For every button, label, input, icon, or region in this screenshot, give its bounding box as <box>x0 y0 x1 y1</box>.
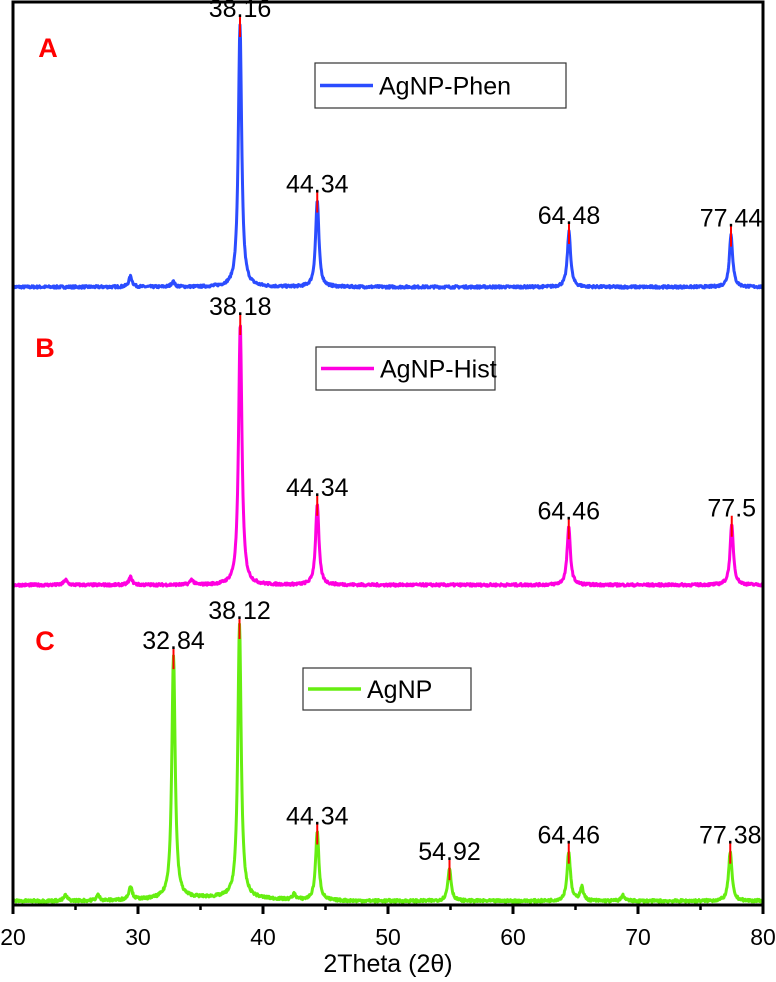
x-tick-label: 30 <box>125 924 151 950</box>
peak-label: 38.16 <box>209 0 272 23</box>
peak-label: 44.34 <box>286 474 349 502</box>
panel-letter: B <box>35 333 55 363</box>
legend-label: AgNP-Phen <box>379 73 511 101</box>
x-axis-title: 2Theta (2θ) <box>323 950 452 978</box>
x-axis-ticks: 20 30 40 50 60 70 80 <box>0 905 776 950</box>
panel-letter: A <box>38 33 58 63</box>
x-tick-label: 50 <box>375 924 401 950</box>
axes <box>11 0 765 907</box>
peak-label: 44.34 <box>286 171 349 199</box>
legend-label: AgNP <box>367 676 432 704</box>
legend-label: AgNP-Hist <box>380 356 497 384</box>
x-tick-label: 70 <box>625 924 651 950</box>
legend: AgNP-Hist <box>315 346 497 391</box>
panel-b: 38.18 44.34 64.46 77.5 B AgNP-Hist <box>12 293 765 588</box>
panel-letter: C <box>35 626 55 656</box>
panel-a: 38.16 44.34 64.48 77.44 A AgNP-Phen <box>11 0 764 290</box>
legend: AgNP <box>302 667 472 711</box>
peak-label: 77.44 <box>700 205 763 233</box>
peak-label: 44.34 <box>286 803 349 831</box>
x-tick-label: 40 <box>250 924 276 950</box>
series-line-agnp <box>12 622 765 904</box>
peak-label: 38.12 <box>208 597 271 625</box>
series-line-agnp-phen <box>11 23 764 290</box>
x-tick-label: 60 <box>500 924 526 950</box>
peak-label: 64.46 <box>537 822 600 850</box>
plot-frame <box>11 0 765 907</box>
peak-label: 38.18 <box>209 293 272 321</box>
peak-label: 64.46 <box>537 497 600 525</box>
series-line-agnp-hist <box>12 324 765 588</box>
x-tick-label: 80 <box>750 924 776 950</box>
peak-label: 77.38 <box>699 822 762 850</box>
x-tick-label: 20 <box>0 924 26 950</box>
peak-label: 32.84 <box>142 627 205 655</box>
peak-label: 54.92 <box>418 838 481 866</box>
peak-label: 77.5 <box>707 495 756 523</box>
peak-label: 64.48 <box>538 202 601 230</box>
panels: 38.16 44.34 64.48 77.44 A AgNP-Phen 38.18 44.34… <box>11 0 765 904</box>
legend: AgNP-Phen <box>314 62 567 109</box>
